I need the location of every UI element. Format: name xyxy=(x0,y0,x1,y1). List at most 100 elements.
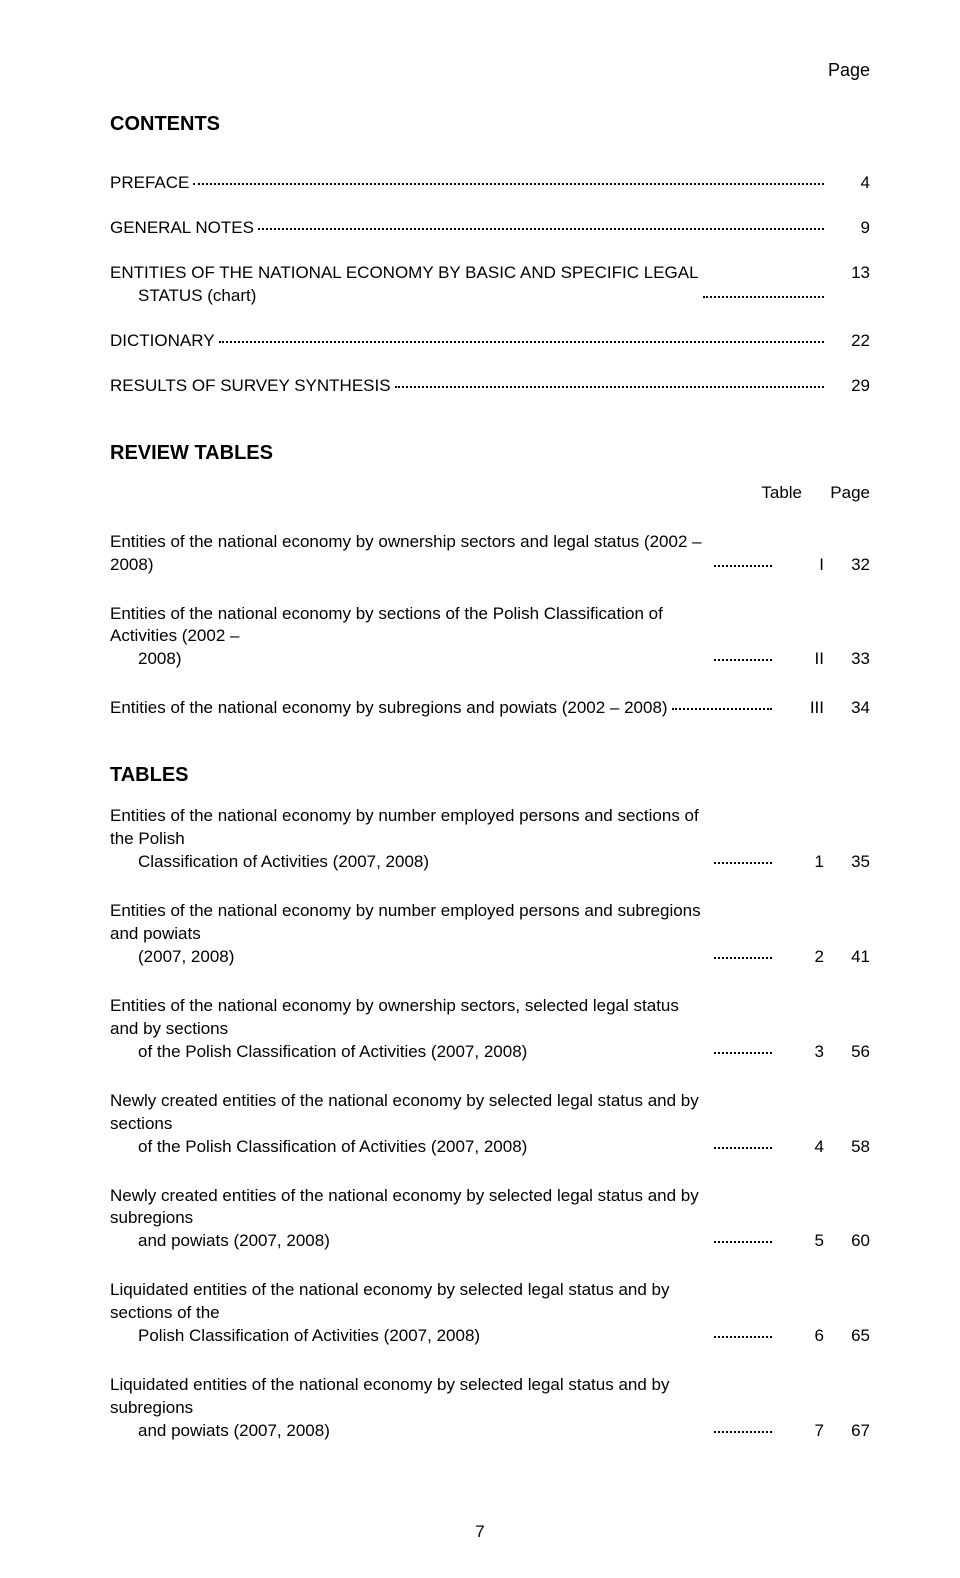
toc-entry-number: 6 xyxy=(778,1325,824,1348)
tables-heading: TABLES xyxy=(110,764,870,787)
toc-entry-page: 33 xyxy=(824,648,870,671)
footer-page-number: 7 xyxy=(0,1522,960,1542)
toc-entry: Entities of the national economy by sect… xyxy=(110,603,870,672)
toc-entry-line: STATUS (chart) xyxy=(110,285,699,308)
toc-entry-line: Entities of the national economy by sect… xyxy=(110,603,710,649)
leader-dots xyxy=(714,565,772,567)
review-columns-header: Table Page xyxy=(110,483,870,503)
toc-entry: PREFACE 4 xyxy=(110,172,870,195)
review-tables-heading: REVIEW TABLES xyxy=(110,442,870,465)
toc-entry-text: Newly created entities of the national e… xyxy=(110,1090,710,1159)
toc-entry-text: Entities of the national economy by owne… xyxy=(110,531,710,577)
leader-dots xyxy=(714,1147,772,1149)
leader-dots xyxy=(714,1431,772,1433)
toc-entry-number: 1 xyxy=(778,851,824,874)
toc-entry: Entities of the national economy by subr… xyxy=(110,697,870,720)
toc-entry-line: GENERAL NOTES xyxy=(110,217,254,240)
toc-entry-text: ENTITIES OF THE NATIONAL ECONOMY BY BASI… xyxy=(110,262,699,308)
toc-entry-page: 56 xyxy=(824,1041,870,1064)
toc-entry-page: 22 xyxy=(830,330,870,353)
toc-entry-text: RESULTS OF SURVEY SYNTHESIS xyxy=(110,375,391,398)
toc-entry-number: 3 xyxy=(778,1041,824,1064)
toc-entry-text: Entities of the national economy by subr… xyxy=(110,697,668,720)
toc-entry: Newly created entities of the national e… xyxy=(110,1185,870,1254)
toc-entry-line: and powiats (2007, 2008) xyxy=(110,1420,710,1443)
toc-entry-line: Newly created entities of the national e… xyxy=(110,1090,710,1136)
toc-entry: GENERAL NOTES9 xyxy=(110,217,870,240)
leader-dots xyxy=(714,1241,772,1243)
toc-entry-line: of the Polish Classification of Activiti… xyxy=(110,1136,710,1159)
toc-entry-text: DICTIONARY xyxy=(110,330,215,353)
leader-dots xyxy=(219,341,824,343)
top-entries-list: PREFACE 4 GENERAL NOTES9 ENTITIES OF THE NA… xyxy=(110,172,870,398)
review-entries-list: Entities of the national economy by owne… xyxy=(110,531,870,721)
toc-entry-page: 41 xyxy=(824,946,870,969)
toc-entry: DICTIONARY 22 xyxy=(110,330,870,353)
toc-entry-text: Entities of the national economy by owne… xyxy=(110,995,710,1064)
col-header-table: Table xyxy=(756,483,802,503)
toc-entry-page: 65 xyxy=(824,1325,870,1348)
toc-entry-page: 29 xyxy=(830,375,870,398)
toc-entry-text: Entities of the national economy by numb… xyxy=(110,900,710,969)
toc-entry-page: 13 xyxy=(830,262,870,308)
toc-entry-line: Polish Classification of Activities (200… xyxy=(110,1325,710,1348)
toc-entry-line: of the Polish Classification of Activiti… xyxy=(110,1041,710,1064)
toc-entry-number: 7 xyxy=(778,1420,824,1443)
toc-entry-line: DICTIONARY xyxy=(110,330,215,353)
leader-dots xyxy=(395,386,824,388)
toc-entry-text: GENERAL NOTES xyxy=(110,217,254,240)
toc-entry-page: 58 xyxy=(824,1136,870,1159)
toc-entry-number: III xyxy=(778,697,824,720)
toc-entry: Entities of the national economy by owne… xyxy=(110,995,870,1064)
toc-entry-page: 67 xyxy=(824,1420,870,1443)
toc-entry-text: Newly created entities of the national e… xyxy=(110,1185,710,1254)
toc-entry-number: I xyxy=(778,554,824,577)
toc-entry: Newly created entities of the national e… xyxy=(110,1090,870,1159)
toc-entry-line: Entities of the national economy by owne… xyxy=(110,531,710,577)
toc-entry-line: Liquidated entities of the national econ… xyxy=(110,1374,710,1420)
toc-entry-text: Liquidated entities of the national econ… xyxy=(110,1374,710,1443)
toc-entry: RESULTS OF SURVEY SYNTHESIS 29 xyxy=(110,375,870,398)
toc-entry-text: PREFACE xyxy=(110,172,189,195)
col-header-page: Page xyxy=(824,483,870,503)
toc-entry-line: and powiats (2007, 2008) xyxy=(110,1230,710,1253)
toc-entry-text: Entities of the national economy by sect… xyxy=(110,603,710,672)
toc-entry-line: Entities of the national economy by numb… xyxy=(110,805,710,851)
leader-dots xyxy=(193,183,824,185)
leader-dots xyxy=(714,659,772,661)
toc-entry: Liquidated entities of the national econ… xyxy=(110,1374,870,1443)
page-label-top: Page xyxy=(110,60,870,81)
toc-entry: Liquidated entities of the national econ… xyxy=(110,1279,870,1348)
toc-entry-line: 2008) xyxy=(110,648,710,671)
toc-entry-text: Liquidated entities of the national econ… xyxy=(110,1279,710,1348)
leader-dots xyxy=(714,1052,772,1054)
toc-entry-text: Entities of the national economy by numb… xyxy=(110,805,710,874)
toc-entry-number: 5 xyxy=(778,1230,824,1253)
toc-entry-line: ENTITIES OF THE NATIONAL ECONOMY BY BASI… xyxy=(110,262,699,285)
leader-dots xyxy=(672,708,772,710)
leader-dots xyxy=(714,957,772,959)
leader-dots xyxy=(714,1336,772,1338)
leader-dots xyxy=(714,862,772,864)
toc-entry-number: II xyxy=(778,648,824,671)
leader-dots xyxy=(703,296,824,298)
contents-title: CONTENTS xyxy=(110,113,870,136)
toc-entry-page: 60 xyxy=(824,1230,870,1253)
toc-entry-page: 34 xyxy=(824,697,870,720)
toc-entry: Entities of the national economy by numb… xyxy=(110,900,870,969)
toc-entry-line: Entities of the national economy by owne… xyxy=(110,995,710,1041)
toc-entry-line: RESULTS OF SURVEY SYNTHESIS xyxy=(110,375,391,398)
toc-entry-page: 35 xyxy=(824,851,870,874)
toc-entry-page: 4 xyxy=(830,172,870,195)
toc-entry-line: PREFACE xyxy=(110,172,189,195)
toc-entry-number: 4 xyxy=(778,1136,824,1159)
leader-dots xyxy=(258,228,824,230)
toc-entry-line: Entities of the national economy by numb… xyxy=(110,900,710,946)
table-entries-list: Entities of the national economy by numb… xyxy=(110,805,870,1443)
toc-entry-line: Liquidated entities of the national econ… xyxy=(110,1279,710,1325)
toc-entry-page: 32 xyxy=(824,554,870,577)
toc-entry: Entities of the national economy by numb… xyxy=(110,805,870,874)
toc-entry-number: 2 xyxy=(778,946,824,969)
toc-entry-line: Newly created entities of the national e… xyxy=(110,1185,710,1231)
toc-entry-line: Classification of Activities (2007, 2008… xyxy=(110,851,710,874)
